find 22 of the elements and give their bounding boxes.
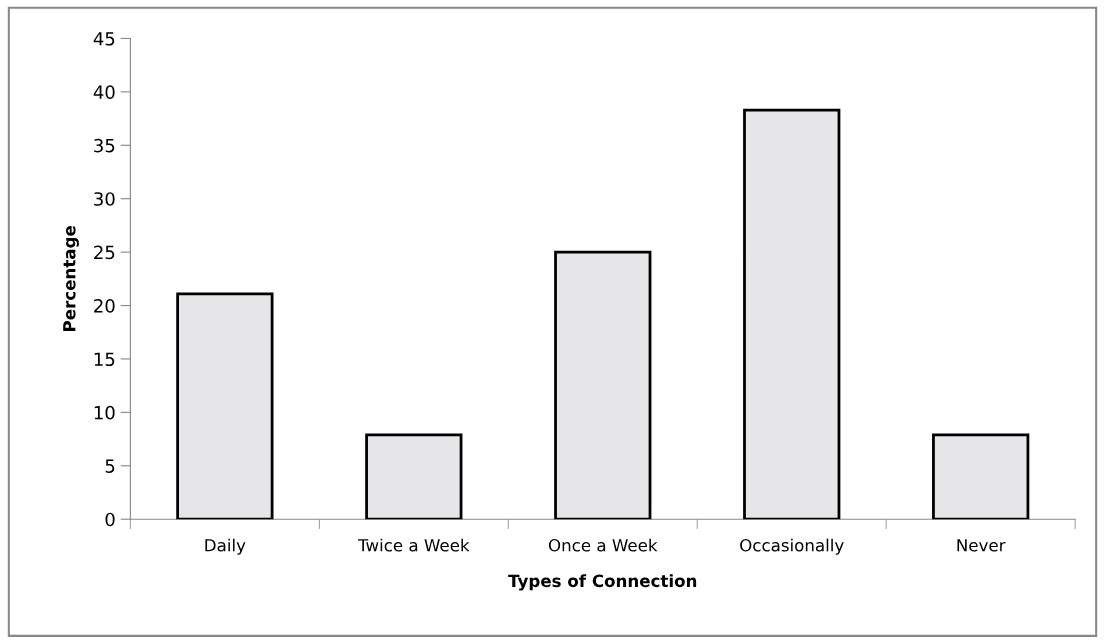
x-tick-label: Twice a Week: [357, 538, 470, 552]
y-tick-label: 40: [93, 85, 115, 99]
bar: [176, 292, 274, 520]
y-tick-label: 10: [94, 405, 115, 420]
y-tick-label: 30: [94, 192, 115, 206]
bar: [554, 250, 652, 520]
x-tick-label: Once a Week: [548, 538, 658, 552]
bar: [365, 433, 463, 520]
y-tick-label: 20: [94, 299, 115, 313]
bar: [932, 433, 1030, 520]
y-tick-label: 25: [94, 245, 115, 260]
y-tick-label: 35: [94, 138, 115, 153]
y-tick-label: 0: [105, 512, 115, 527]
x-tick-label: Occasionally: [740, 538, 844, 555]
x-tick-label: Daily: [205, 538, 246, 555]
y-tick-label: 45: [93, 32, 115, 46]
y-axis-title: Percentage: [63, 226, 79, 331]
x-tick-label: Never: [957, 539, 1006, 552]
y-tick-label: 5: [105, 459, 115, 473]
y-tick-label: 15: [94, 352, 115, 367]
bar: [743, 108, 841, 520]
x-axis-title: Types of Connection: [508, 574, 697, 591]
